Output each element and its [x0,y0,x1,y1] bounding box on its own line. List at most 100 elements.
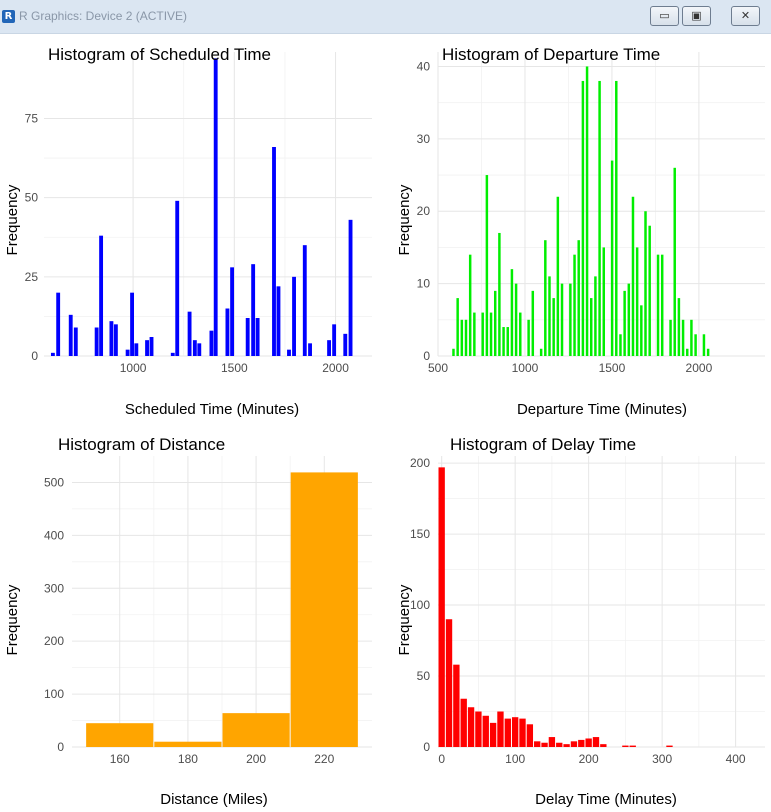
histogram-bar [686,348,689,356]
close-button[interactable]: ✕ [731,6,760,26]
histogram-bar [506,327,509,356]
minimize-button[interactable]: ▭ [650,6,679,26]
y-tick-label: 100 [44,687,64,701]
histogram-bar [460,698,467,747]
histogram-bar [502,327,505,356]
x-tick-label: 160 [110,752,130,766]
y-tick-label: 50 [417,669,431,683]
y-tick-label: 100 [410,598,430,612]
histogram-bar [489,722,497,747]
histogram-bar [581,80,585,356]
histogram-bar [481,312,484,356]
histogram-bar [504,718,511,747]
histogram-bar [154,741,222,747]
histogram-bar [577,240,580,356]
histogram-bar [497,711,504,747]
y-axis-label: Frequency [4,584,21,655]
maximize-button[interactable]: ▣ [682,6,711,26]
histogram-bar [541,742,548,747]
y-tick-label: 25 [25,270,39,284]
histogram-bar [552,298,555,356]
y-axis-label: Frequency [4,184,21,255]
histogram-bar [438,467,445,747]
histogram-bar [592,737,600,747]
x-tick-label: 2000 [686,361,713,375]
histogram-bar [453,664,460,747]
y-axis-label: Frequency [396,184,413,255]
histogram-bar [149,337,154,356]
histogram-bar [134,343,139,356]
y-tick-label: 50 [25,191,39,205]
histogram-bar [175,200,180,356]
y-tick-label: 0 [31,349,38,363]
y-tick-label: 0 [423,349,430,363]
histogram-bar [644,211,647,356]
histogram-bar [245,318,250,356]
histogram-bar [292,276,296,356]
x-tick-label: 180 [178,752,198,766]
y-tick-label: 30 [417,132,431,146]
y-tick-label: 500 [44,475,64,489]
histogram-bar [570,741,578,747]
plot-area [438,456,765,747]
x-tick-label: 500 [428,361,448,375]
histogram-bar [109,321,114,356]
histogram-bar [615,80,618,356]
histogram-bar [656,254,660,356]
x-tick-label: 400 [726,752,746,766]
histogram-bar [209,330,214,356]
histogram-bar [290,472,358,747]
x-axis-label: Distance (Miles) [160,791,268,808]
histogram-bar [197,343,202,356]
histogram-bar [99,235,104,356]
y-tick-label: 40 [417,59,431,73]
histogram-bar [50,352,55,356]
histogram-bar [251,264,256,356]
histogram-bar [589,298,593,356]
histogram-bar [694,334,697,356]
histogram-bar [631,196,635,356]
window-titlebar: R R Graphics: Device 2 (ACTIVE) ▭ ▣ ✕ [0,0,771,34]
histogram-bar [560,283,564,356]
histogram-bar [468,254,472,356]
y-tick-label: 300 [44,581,64,595]
y-tick-label: 150 [410,527,430,541]
y-tick-label: 200 [44,634,64,648]
histogram-bar [493,290,497,356]
chart-title: Histogram of Scheduled Time [48,45,271,64]
x-tick-label: 1000 [512,361,539,375]
chart-title: Histogram of Departure Time [442,45,660,64]
histogram-bar [73,327,78,356]
histogram-bar [690,319,693,356]
histogram-bar [225,308,230,356]
histogram-bar [640,305,643,356]
x-tick-label: 200 [246,752,266,766]
histogram-bar [539,348,543,356]
r-logo-icon: R [2,10,15,23]
histogram-bar [514,283,518,356]
y-tick-label: 200 [410,456,430,470]
y-tick-label: 75 [25,112,39,126]
histogram-bar [510,269,514,356]
x-tick-label: 2000 [322,361,349,375]
histogram-bar [187,311,192,356]
histogram-bar [498,232,501,356]
histogram-bar [145,340,149,356]
histogram-bar [222,713,290,747]
histogram-bar [544,240,547,356]
histogram-bar [276,286,281,356]
x-tick-label: 100 [505,752,525,766]
histogram-bar [308,343,312,356]
histogram-bar [192,340,197,356]
y-tick-label: 400 [44,528,64,542]
histogram-bar [452,348,455,356]
histogram-bar [272,147,276,356]
histogram-bar [706,348,710,356]
histogram-bar [569,283,572,356]
histogram-bar [94,327,99,356]
histogram-bar [702,334,706,356]
histogram-bar [230,267,235,356]
histogram-bar [666,745,673,747]
histogram-bar [489,312,493,356]
